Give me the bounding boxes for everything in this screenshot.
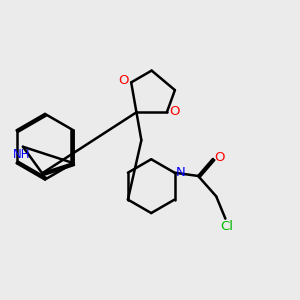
Text: NH: NH <box>13 148 30 161</box>
Text: N: N <box>176 166 185 178</box>
Text: O: O <box>214 151 225 164</box>
Text: O: O <box>119 74 129 87</box>
Text: O: O <box>169 105 179 118</box>
Text: Cl: Cl <box>220 220 233 233</box>
